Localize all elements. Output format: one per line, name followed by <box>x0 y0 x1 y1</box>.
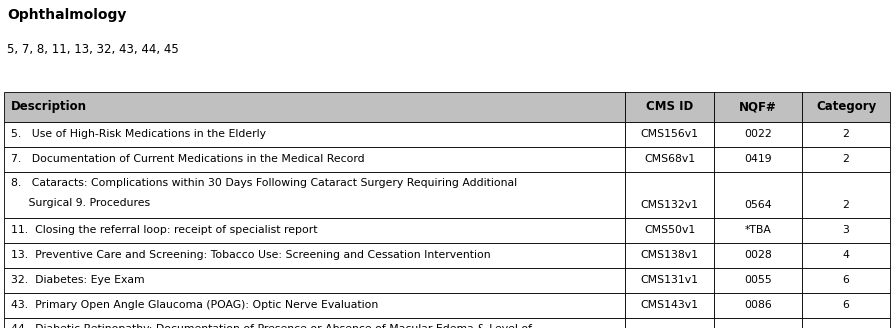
Bar <box>625 268 714 293</box>
Bar <box>802 92 890 122</box>
Text: 8.   Cataracts: Complications within 30 Days Following Cataract Surgery Requirin: 8. Cataracts: Complications within 30 Da… <box>11 178 517 188</box>
Text: 7.   Documentation of Current Medications in the Medical Record: 7. Documentation of Current Medications … <box>11 154 364 164</box>
Bar <box>625 172 714 218</box>
Text: 44.  Diabetic Retinopathy: Documentation of Presence or Absence of Macular Edema: 44. Diabetic Retinopathy: Documentation … <box>11 324 531 328</box>
Text: 3: 3 <box>843 225 849 235</box>
Text: 0086: 0086 <box>744 300 772 310</box>
Bar <box>714 318 802 328</box>
Text: CMS156v1: CMS156v1 <box>641 130 698 139</box>
Bar <box>4 147 625 172</box>
Text: Ophthalmology: Ophthalmology <box>7 8 127 22</box>
Text: Surgical 9. Procedures: Surgical 9. Procedures <box>11 198 150 208</box>
Bar <box>714 218 802 243</box>
Text: CMS131v1: CMS131v1 <box>641 275 698 285</box>
Bar <box>802 122 890 147</box>
Bar <box>802 218 890 243</box>
Bar <box>4 293 625 318</box>
Bar <box>714 92 802 122</box>
Text: *TBA: *TBA <box>745 225 772 235</box>
Text: 2: 2 <box>843 200 849 210</box>
Text: 2: 2 <box>843 130 849 139</box>
Text: 6: 6 <box>843 275 849 285</box>
Bar <box>802 268 890 293</box>
Text: 13.  Preventive Care and Screening: Tobacco Use: Screening and Cessation Interve: 13. Preventive Care and Screening: Tobac… <box>11 250 490 260</box>
Text: 32.  Diabetes: Eye Exam: 32. Diabetes: Eye Exam <box>11 275 145 285</box>
Bar <box>625 122 714 147</box>
Bar <box>4 243 625 268</box>
Text: 5, 7, 8, 11, 13, 32, 43, 44, 45: 5, 7, 8, 11, 13, 32, 43, 44, 45 <box>7 43 179 56</box>
Bar <box>4 268 625 293</box>
Bar <box>714 147 802 172</box>
Text: 0564: 0564 <box>745 200 772 210</box>
Bar <box>625 218 714 243</box>
Text: 4: 4 <box>843 250 849 260</box>
Text: 6: 6 <box>843 300 849 310</box>
Text: 0419: 0419 <box>745 154 772 164</box>
Bar <box>714 293 802 318</box>
Text: CMS132v1: CMS132v1 <box>641 200 698 210</box>
Text: 0028: 0028 <box>744 250 772 260</box>
Bar <box>625 92 714 122</box>
Bar <box>802 318 890 328</box>
Text: 2: 2 <box>843 154 849 164</box>
Bar <box>4 218 625 243</box>
Bar <box>802 147 890 172</box>
Text: NQF#: NQF# <box>739 100 777 113</box>
Bar <box>714 122 802 147</box>
Bar <box>714 172 802 218</box>
Text: 11.  Closing the referral loop: receipt of specialist report: 11. Closing the referral loop: receipt o… <box>11 225 317 235</box>
Bar <box>4 122 625 147</box>
Text: CMS ID: CMS ID <box>647 100 693 113</box>
Bar <box>625 318 714 328</box>
Bar <box>4 318 625 328</box>
Bar <box>714 243 802 268</box>
Text: CMS138v1: CMS138v1 <box>641 250 698 260</box>
Bar <box>802 172 890 218</box>
Text: CMS68v1: CMS68v1 <box>644 154 696 164</box>
Text: CMS50v1: CMS50v1 <box>644 225 696 235</box>
Bar <box>4 92 625 122</box>
Text: 5.   Use of High-Risk Medications in the Elderly: 5. Use of High-Risk Medications in the E… <box>11 130 266 139</box>
Text: 0022: 0022 <box>744 130 772 139</box>
Text: Description: Description <box>11 100 87 113</box>
Bar <box>4 172 625 218</box>
Bar <box>714 268 802 293</box>
Text: 43.  Primary Open Angle Glaucoma (POAG): Optic Nerve Evaluation: 43. Primary Open Angle Glaucoma (POAG): … <box>11 300 378 310</box>
Bar <box>625 243 714 268</box>
Bar <box>625 293 714 318</box>
Text: Category: Category <box>816 100 876 113</box>
Bar <box>625 147 714 172</box>
Bar <box>802 293 890 318</box>
Bar <box>802 243 890 268</box>
Text: CMS143v1: CMS143v1 <box>641 300 698 310</box>
Text: 0055: 0055 <box>744 275 772 285</box>
